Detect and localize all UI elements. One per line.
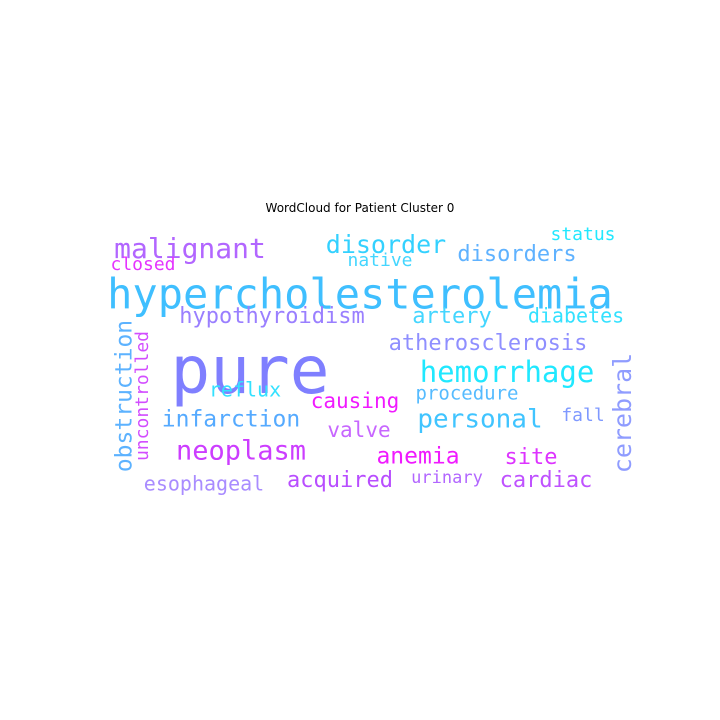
word-disorders: disorders <box>457 242 576 267</box>
chart-title: WordCloud for Patient Cluster 0 <box>265 201 455 215</box>
word-urinary: urinary <box>411 468 483 488</box>
word-acquired: acquired <box>287 468 393 493</box>
word-hemorrhage: hemorrhage <box>420 355 595 389</box>
word-disorder: disorder <box>326 230 446 259</box>
word-personal: personal <box>417 405 542 435</box>
word-anemia: anemia <box>376 444 459 470</box>
word-artery: artery <box>412 304 491 329</box>
word-obstruction: obstruction <box>112 320 138 472</box>
word-pure: pure <box>171 332 330 409</box>
word-procedure: procedure <box>416 383 519 405</box>
word-site: site <box>505 445 558 470</box>
word-closed: closed <box>110 254 175 275</box>
word-reflux: reflux <box>209 378 281 402</box>
word-infarction: infarction <box>162 407 300 433</box>
word-status: status <box>550 224 615 245</box>
word-fall: fall <box>561 405 604 426</box>
word-valve: valve <box>327 418 390 442</box>
word-neoplasm: neoplasm <box>176 436 306 467</box>
word-cardiac: cardiac <box>500 468 593 493</box>
word-esophageal: esophageal <box>144 472 264 496</box>
word-native: native <box>347 250 412 271</box>
word-causing: causing <box>311 389 400 413</box>
word-uncontrolled: uncontrolled <box>132 331 153 461</box>
word-hypercholesterolemia: hypercholesterolemia <box>107 270 613 319</box>
word-cerebral: cerebral <box>608 353 637 473</box>
word-diabetes: diabetes <box>528 304 624 328</box>
word-malignant: malignant <box>114 232 266 265</box>
word-hypothyroidism: hypothyroidism <box>179 304 364 329</box>
word-atherosclerosis: atherosclerosis <box>389 331 588 356</box>
